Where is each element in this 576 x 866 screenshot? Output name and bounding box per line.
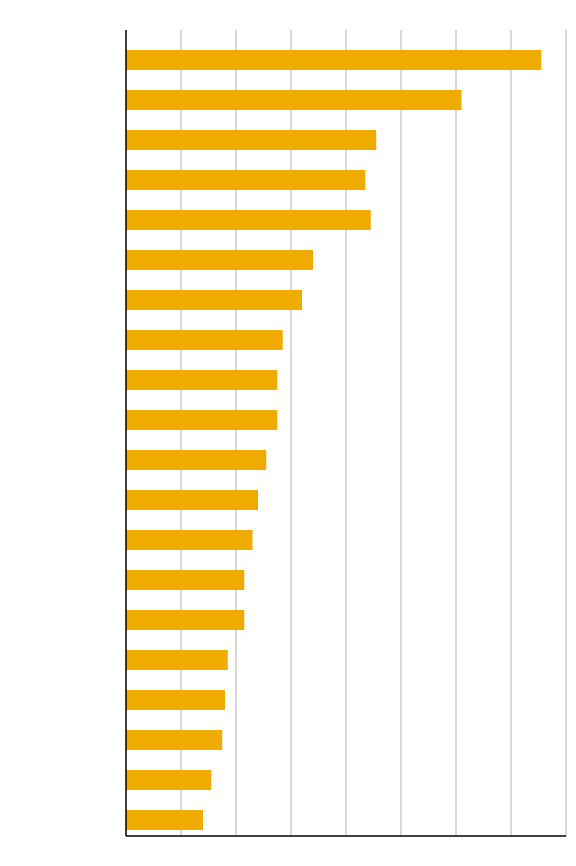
bar [126, 650, 228, 670]
bar [126, 370, 277, 390]
bar [126, 450, 266, 470]
bar [126, 250, 313, 270]
bar [126, 210, 371, 230]
bar [126, 90, 462, 110]
bar [126, 290, 302, 310]
bar [126, 330, 283, 350]
bar [126, 770, 211, 790]
bar [126, 690, 225, 710]
bar [126, 810, 203, 830]
bar [126, 530, 253, 550]
bar [126, 170, 365, 190]
bar-chart [0, 0, 576, 866]
bar [126, 50, 541, 70]
bar [126, 730, 222, 750]
bar [126, 130, 376, 150]
bar [126, 410, 277, 430]
bar [126, 570, 244, 590]
bar [126, 490, 258, 510]
bar [126, 610, 244, 630]
